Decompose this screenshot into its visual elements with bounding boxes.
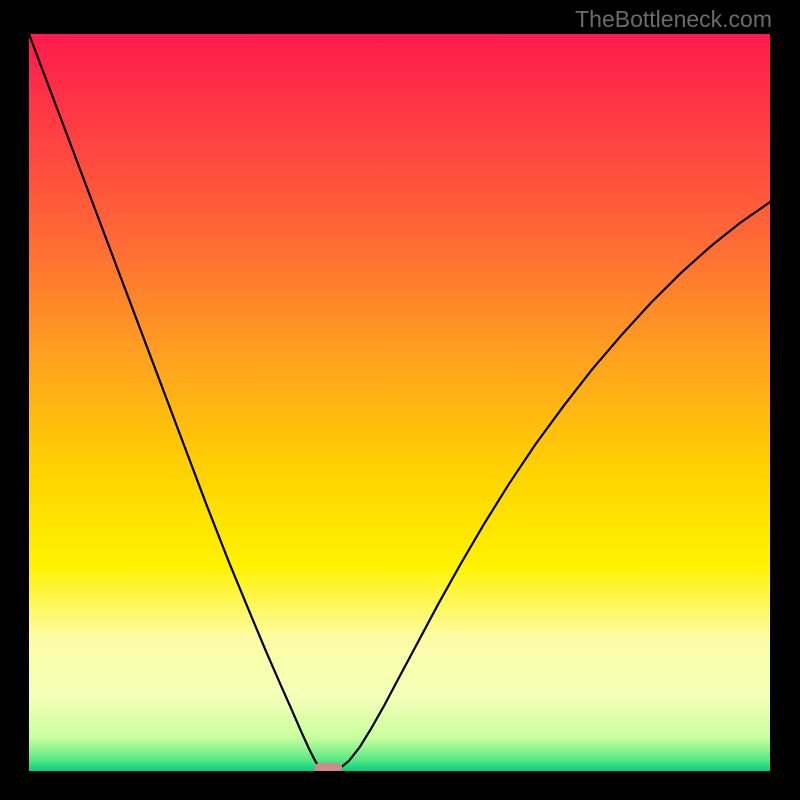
bottleneck-curve-chart bbox=[29, 34, 770, 771]
optimum-marker bbox=[314, 763, 342, 771]
chart-frame: TheBottleneck.com bbox=[0, 0, 800, 800]
watermark-text: TheBottleneck.com bbox=[575, 6, 772, 33]
plot-area bbox=[29, 34, 770, 771]
gradient-background bbox=[29, 34, 770, 771]
